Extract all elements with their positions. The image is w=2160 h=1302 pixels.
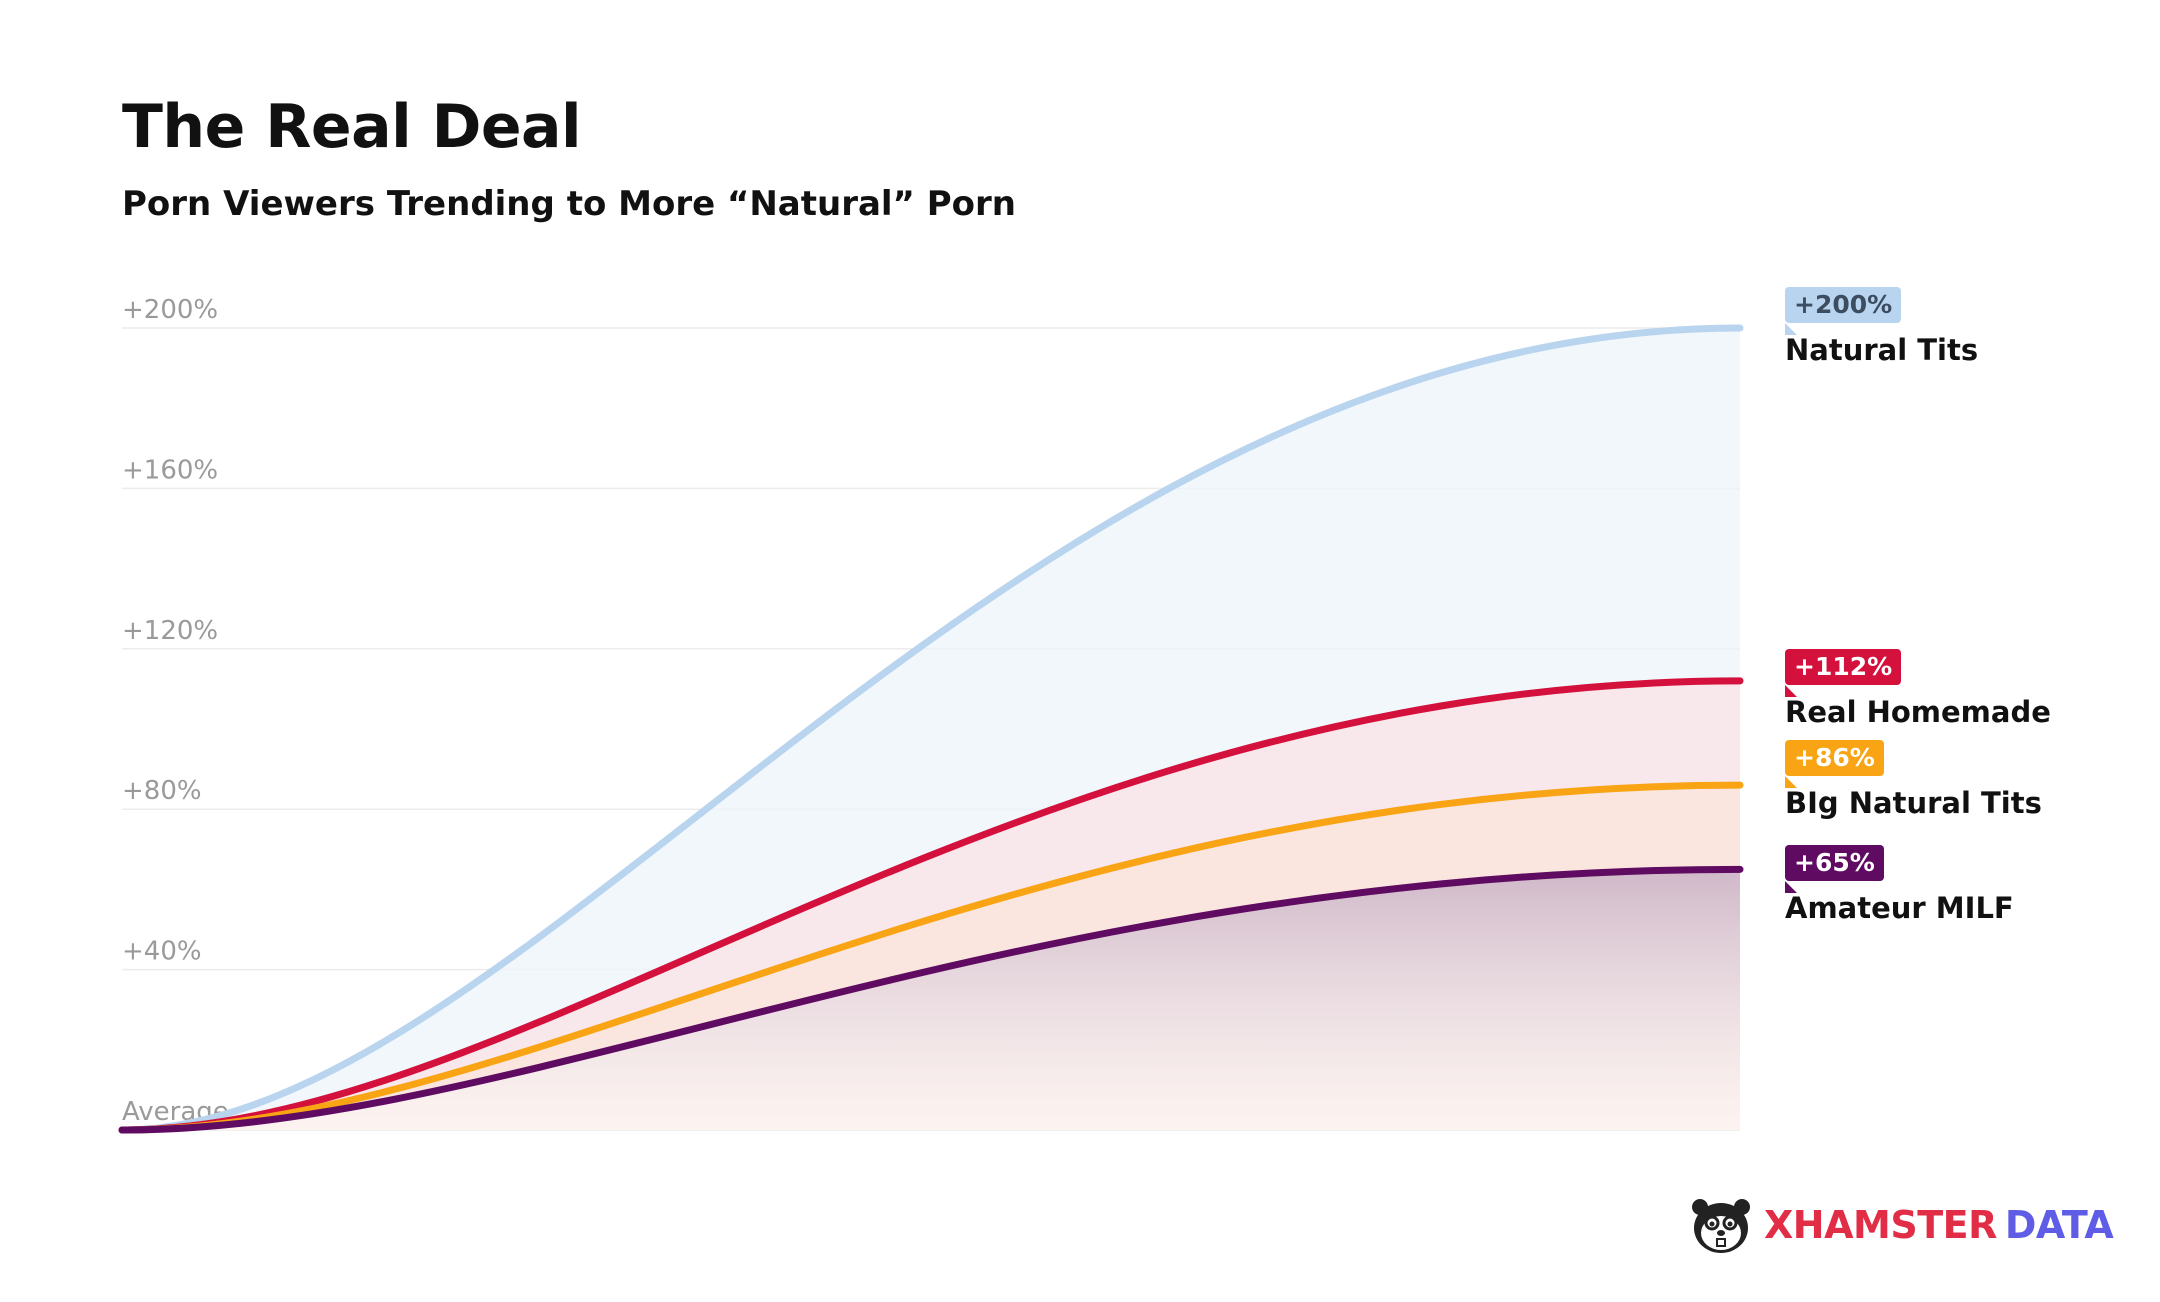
series-label: BIg Natural Tits [1785, 786, 2042, 820]
y-tick-label: +120% [122, 616, 218, 646]
legend-amateur-milf: +65% Amateur MILF [1785, 845, 2014, 925]
brand-wordmark: XHAMSTER DATA [1764, 1203, 2114, 1247]
value-badge: +200% [1785, 287, 1902, 335]
legend-big-natural-tits: +86% BIg Natural Tits [1785, 740, 2042, 820]
value-badge: +65% [1785, 845, 1884, 893]
value-badge: +112% [1785, 649, 1902, 697]
legend-natural-tits: +200% Natural Tits [1785, 287, 1978, 367]
series-label: Amateur MILF [1785, 891, 2014, 925]
hamster-icon [1692, 1199, 1750, 1253]
legend-real-homemade: +112% Real Homemade [1785, 649, 2051, 729]
series-line [118, 865, 1744, 1134]
brand-logo: XHAMSTER DATA [1690, 1195, 2114, 1255]
chart-subtitle: Porn Viewers Trending to More “Natural” … [122, 184, 1016, 224]
series-line [118, 781, 1744, 1134]
area-fills [122, 328, 1740, 1130]
y-tick-label: +200% [122, 295, 218, 325]
area-fill [122, 869, 1740, 1130]
y-tick-label: +80% [122, 776, 202, 806]
series-lines [118, 324, 1744, 1134]
y-tick-label: +40% [122, 937, 202, 967]
value-badge: +86% [1785, 740, 1884, 788]
chart-title: The Real Deal [122, 92, 582, 162]
y-tick-label: +160% [122, 455, 218, 485]
y-axis-labels: Average+40%+80%+120%+160%+200% [122, 295, 229, 1127]
series-line [118, 324, 1744, 1134]
series-label: Real Homemade [1785, 695, 2051, 729]
series-line [118, 677, 1744, 1134]
series-label: Natural Tits [1785, 333, 1979, 367]
